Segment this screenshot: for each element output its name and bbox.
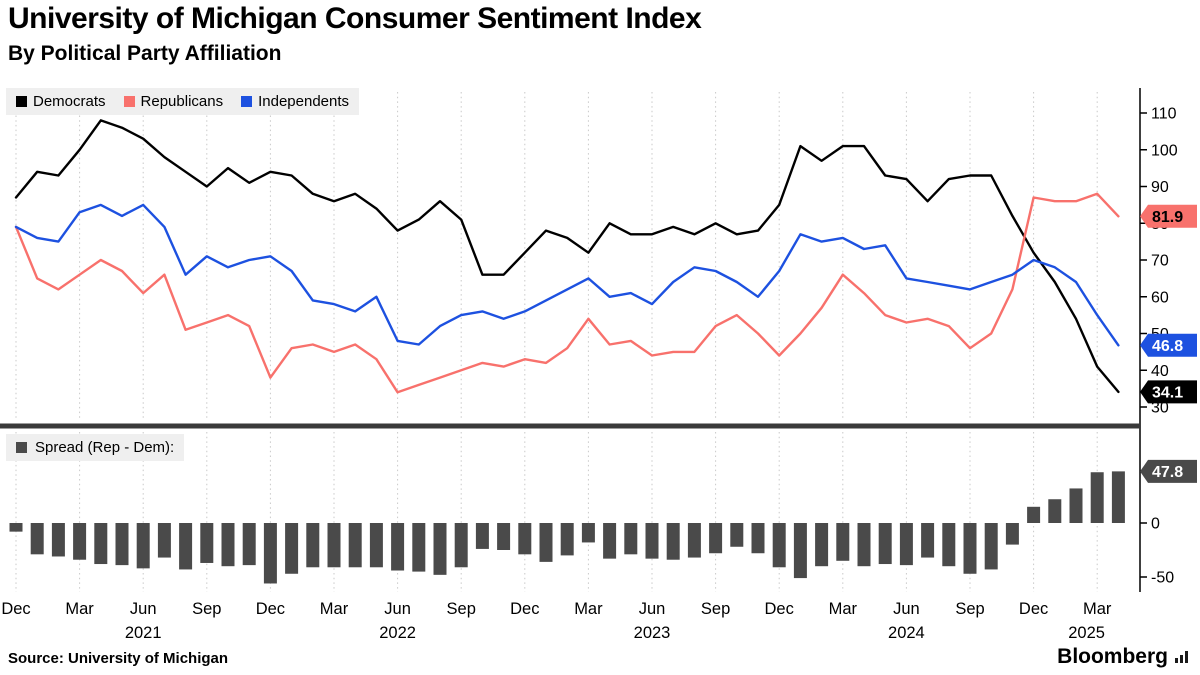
svg-text:46.8: 46.8 (1152, 338, 1183, 355)
svg-text:30: 30 (1151, 400, 1169, 417)
svg-text:100: 100 (1151, 142, 1178, 159)
svg-text:Jun: Jun (130, 600, 157, 618)
series-line-independents (14, 203, 1120, 347)
series-line-republicans (14, 192, 1120, 394)
svg-text:-50: -50 (1151, 570, 1174, 587)
svg-text:70: 70 (1151, 253, 1169, 270)
svg-text:0: 0 (1151, 516, 1160, 533)
end-badge (1140, 380, 1197, 404)
page-title: University of Michigan Consumer Sentimen… (8, 2, 702, 35)
end-badge (1140, 333, 1197, 357)
svg-text:Mar: Mar (829, 600, 858, 618)
svg-text:Mar: Mar (65, 600, 94, 618)
svg-text:Jun: Jun (639, 600, 666, 618)
svg-text:Jun: Jun (384, 600, 411, 618)
svg-text:2024: 2024 (888, 624, 925, 642)
svg-text:47.8: 47.8 (1152, 464, 1183, 481)
source-note: Source: University of Michigan (8, 650, 229, 667)
legend-parties: Democrats Republicans Independents (6, 88, 360, 115)
legend-item-republicans: Republicans (123, 93, 224, 110)
bloomberg-logo: Bloomberg (1057, 645, 1190, 669)
svg-text:60: 60 (1151, 289, 1169, 306)
svg-text:2021: 2021 (125, 624, 162, 642)
svg-text:Jun: Jun (893, 600, 920, 618)
democrats-swatch (16, 96, 27, 107)
end-value-badges: 81.9 46.8 34.1 47.8 (1140, 204, 1197, 483)
independents-swatch (241, 96, 253, 107)
svg-text:Sep: Sep (955, 600, 984, 618)
svg-text:34.1: 34.1 (1152, 384, 1183, 401)
series-lines (14, 119, 1120, 394)
svg-text:40: 40 (1151, 363, 1169, 380)
legend-item-independents: Independents (241, 93, 349, 110)
svg-text:Sep: Sep (447, 600, 476, 618)
legend-spread: Spread (Rep - Dem): (6, 434, 185, 461)
svg-text:Mar: Mar (1083, 600, 1112, 618)
svg-text:Sep: Sep (701, 600, 730, 618)
end-badge (1140, 204, 1197, 228)
spread-swatch (16, 442, 27, 453)
svg-text:81.9: 81.9 (1152, 209, 1183, 226)
svg-text:Sep: Sep (192, 600, 221, 618)
signal-bars-icon (1175, 651, 1188, 663)
series-line-democrats (14, 119, 1120, 394)
panel-divider (0, 423, 1140, 429)
legend-item-democrats: Democrats (16, 93, 106, 110)
svg-text:Mar: Mar (320, 600, 349, 618)
sentiment-chart: 110100908070605040300-50 DecMarJunSepDec… (0, 88, 1197, 642)
republicans-swatch (123, 96, 135, 107)
svg-text:Mar: Mar (574, 600, 603, 618)
svg-text:Dec: Dec (510, 600, 539, 618)
x-axis-labels: Dec Mar Jun Sep Dec Mar Jun Sep Dec Mar Jun Sep Dec M… (1, 600, 1112, 642)
svg-text:2022: 2022 (379, 624, 416, 642)
svg-text:Dec: Dec (1, 600, 30, 618)
svg-text:Dec: Dec (256, 600, 285, 618)
page-subtitle: By Political Party Affiliation (8, 42, 282, 65)
legend-label-independents: Independents (258, 93, 350, 110)
bloomberg-wordmark: Bloomberg (1057, 645, 1168, 668)
legend-label-republicans: Republicans (140, 93, 224, 110)
svg-text:90: 90 (1151, 179, 1169, 196)
svg-text:Dec: Dec (765, 600, 794, 618)
svg-text:110: 110 (1151, 106, 1177, 123)
svg-text:Dec: Dec (1019, 600, 1048, 618)
legend-label-democrats: Democrats (33, 93, 106, 110)
spread-bars (9, 471, 1125, 584)
legend-label-spread: Spread (Rep - Dem): (35, 439, 175, 456)
end-badge (1140, 459, 1197, 483)
svg-text:2023: 2023 (634, 624, 671, 642)
svg-text:2025: 2025 (1068, 624, 1105, 642)
